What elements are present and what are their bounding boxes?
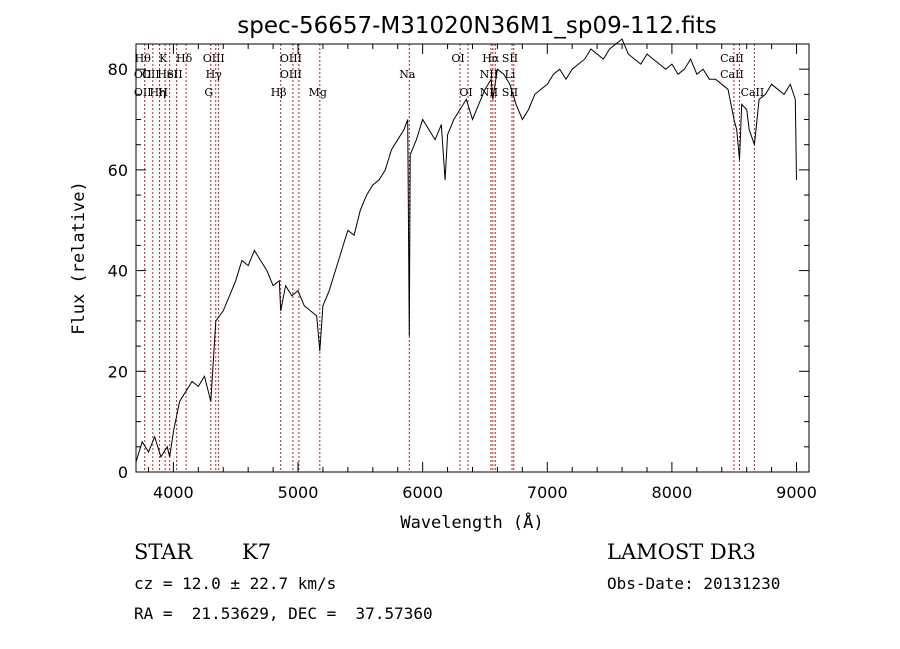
line-label: Hα xyxy=(482,52,500,65)
line-label: Hδ xyxy=(176,52,193,65)
line-label: SII xyxy=(502,86,518,99)
line-label: SII xyxy=(167,68,183,81)
line-label: CaII xyxy=(720,52,744,65)
spectral-line-markers xyxy=(144,44,755,472)
line-label: OI xyxy=(451,52,464,65)
line-label: OIII xyxy=(203,52,225,65)
chart-title: spec-56657-M31020N36M1_sp09-112.fits xyxy=(237,13,716,39)
line-label: NII xyxy=(480,86,498,99)
x-axis-label: Wavelength (Å) xyxy=(400,511,543,533)
line-label: G xyxy=(204,86,213,99)
line-label: Hβ xyxy=(271,86,287,99)
x-tick-label: 4000 xyxy=(153,483,194,502)
line-label: OII xyxy=(142,68,160,81)
line-label: Na xyxy=(399,68,416,81)
y-tick-label: 40 xyxy=(108,262,128,281)
y-tick-label: 80 xyxy=(108,60,128,79)
x-tick-label: 6000 xyxy=(402,483,443,502)
x-tick-label: 5000 xyxy=(278,483,319,502)
redshift-velocity: cz = 12.0 ± 22.7 km/s xyxy=(134,574,337,593)
spectral-subclass: K7 xyxy=(242,540,272,564)
line-label: K xyxy=(159,52,168,65)
line-label: Hθ xyxy=(135,52,152,65)
line-label: CaII xyxy=(741,86,765,99)
line-label: OIII xyxy=(280,52,302,65)
line-label: Li xyxy=(505,68,516,81)
line-label: CaII xyxy=(720,68,744,81)
line-label: SII xyxy=(502,52,518,65)
survey-name: LAMOST DR3 xyxy=(607,540,756,564)
line-label: H xyxy=(158,86,168,99)
x-tick-label: 7000 xyxy=(527,483,568,502)
line-label: OII xyxy=(134,68,152,81)
axis-ticks: 4000 5000 6000 7000 8000 9000 0 20 40 60 80 xyxy=(108,43,817,502)
sky-coordinates: RA = 21.53629, DEC = 37.57360 xyxy=(134,604,433,623)
spectral-line-labels: HθOIIOIIOIIHηKHHeISIIHδGOIIIHγHβOIIIOIII… xyxy=(134,52,764,99)
spectrum-series xyxy=(135,38,797,463)
line-label: OI xyxy=(459,86,472,99)
plot-frame xyxy=(135,43,810,473)
object-class: STAR xyxy=(134,540,193,564)
line-label: OIII xyxy=(280,68,302,81)
y-tick-label: 0 xyxy=(118,463,128,482)
x-tick-label: 8000 xyxy=(652,483,693,502)
y-tick-label: 20 xyxy=(108,362,128,381)
line-label: HeI xyxy=(157,68,177,81)
line-label: Mg xyxy=(309,86,327,99)
line-label: OII xyxy=(134,86,152,99)
spectrum-chart: spec-56657-M31020N36M1_sp09-112.fits Hθ O… xyxy=(69,13,817,533)
y-axis-label: Flux (relative) xyxy=(69,181,89,335)
line-label: Hγ xyxy=(206,68,223,81)
line-label: Hη xyxy=(149,86,165,99)
y-tick-label: 60 xyxy=(108,161,128,180)
observation-date: Obs-Date: 20131230 xyxy=(607,574,781,593)
line-label: NII xyxy=(480,68,498,81)
x-tick-label: 9000 xyxy=(776,483,817,502)
